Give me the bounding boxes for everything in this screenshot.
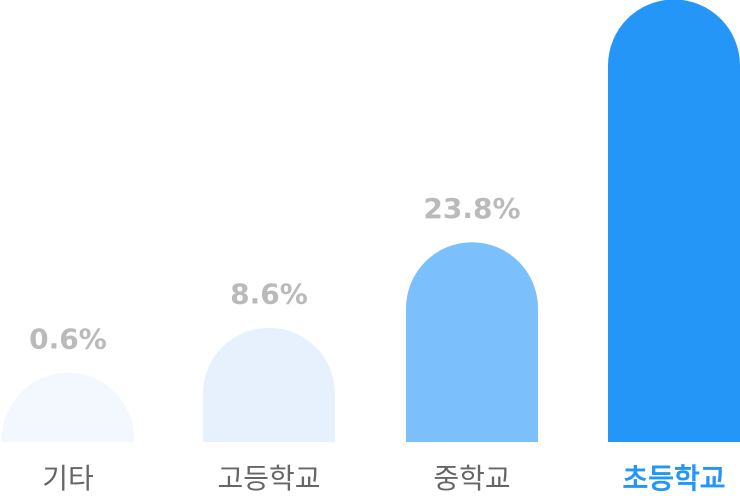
bar-2 — [203, 327, 335, 442]
category-label-2: 고등학교 — [217, 462, 320, 495]
value-label-2: 8.6% — [230, 278, 308, 311]
bar-1 — [2, 372, 134, 442]
category-label-1: 기타 — [42, 462, 94, 495]
bar-3 — [406, 242, 538, 442]
category-label-4: 초등학교 — [622, 462, 725, 495]
bar-4 — [608, 0, 740, 442]
category-label-3: 중학교 — [433, 462, 510, 495]
value-label-1: 0.6% — [29, 323, 107, 356]
value-label-3: 23.8% — [423, 192, 520, 225]
